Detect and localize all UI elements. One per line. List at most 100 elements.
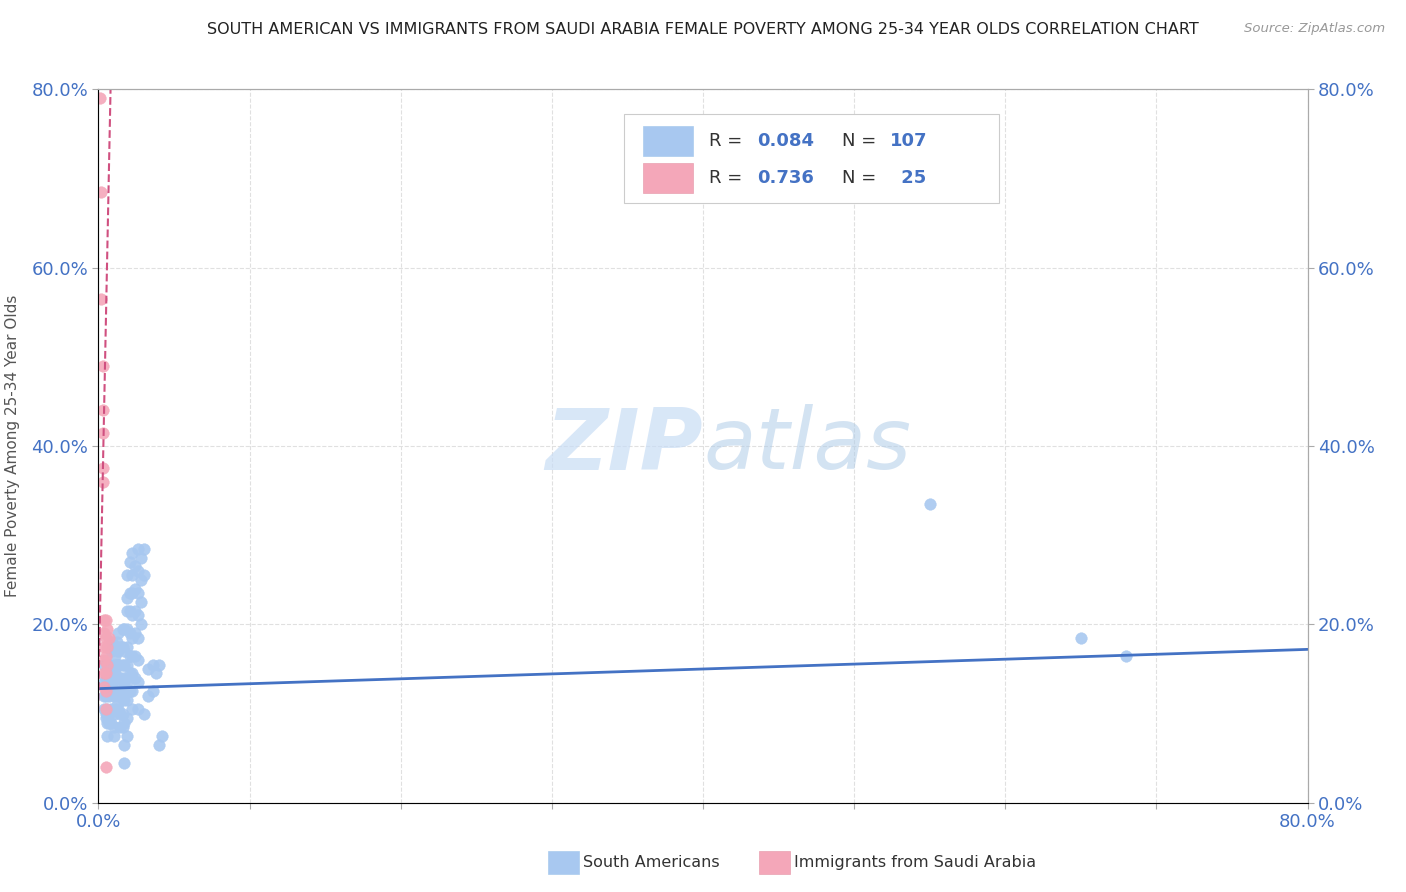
Point: [127, 675, 149, 690]
Point: [1115, 648, 1137, 663]
Point: [124, 582, 146, 596]
Point: [94, 666, 117, 681]
Point: [108, 720, 131, 734]
Point: [115, 591, 138, 605]
Point: [108, 671, 131, 685]
Point: [124, 604, 146, 618]
Point: [94, 702, 117, 716]
Point: [107, 671, 129, 685]
Point: [136, 689, 159, 703]
Point: [107, 644, 129, 658]
Text: Source: ZipAtlas.com: Source: ZipAtlas.com: [1244, 22, 1385, 36]
Point: [124, 626, 146, 640]
Point: [96, 640, 118, 654]
Point: [127, 653, 149, 667]
Text: R =: R =: [709, 132, 748, 150]
Point: [108, 657, 131, 672]
Text: 0.084: 0.084: [758, 132, 814, 150]
Point: [112, 738, 135, 752]
Y-axis label: Female Poverty Among 25-34 Year Olds: Female Poverty Among 25-34 Year Olds: [6, 295, 20, 597]
Point: [115, 604, 138, 618]
Point: [96, 729, 118, 743]
Point: [115, 640, 138, 654]
Point: [112, 715, 135, 730]
Point: [111, 657, 134, 672]
Point: [129, 595, 152, 609]
Point: [93, 640, 115, 654]
Point: [103, 671, 125, 685]
Point: [94, 684, 117, 698]
Point: [96, 657, 118, 672]
Point: [121, 568, 143, 582]
Text: ZIP: ZIP: [546, 404, 703, 488]
Point: [918, 497, 941, 511]
Point: [127, 564, 149, 578]
Point: [112, 657, 135, 672]
Point: [93, 666, 115, 681]
FancyBboxPatch shape: [643, 126, 693, 155]
Point: [105, 635, 128, 649]
Point: [111, 640, 134, 654]
Point: [120, 684, 142, 698]
Point: [107, 626, 129, 640]
Point: [127, 631, 149, 645]
Point: [121, 648, 143, 663]
Point: [107, 689, 129, 703]
Point: [107, 702, 129, 716]
Point: [105, 657, 128, 672]
Point: [93, 675, 115, 690]
Point: [142, 684, 165, 698]
Point: [93, 680, 115, 694]
Point: [132, 568, 155, 582]
Point: [98, 657, 121, 672]
Point: [121, 684, 143, 698]
Point: [104, 666, 127, 681]
Text: SOUTH AMERICAN VS IMMIGRANTS FROM SAUDI ARABIA FEMALE POVERTY AMONG 25-34 YEAR O: SOUTH AMERICAN VS IMMIGRANTS FROM SAUDI …: [207, 22, 1199, 37]
Point: [115, 622, 138, 636]
Point: [121, 631, 143, 645]
Point: [94, 706, 117, 721]
Point: [100, 702, 122, 716]
Point: [100, 644, 122, 658]
Point: [148, 657, 170, 672]
Point: [98, 715, 121, 730]
Point: [120, 586, 142, 600]
Text: 107: 107: [890, 132, 928, 150]
Point: [112, 622, 135, 636]
Point: [120, 555, 142, 569]
Point: [93, 689, 115, 703]
Point: [93, 626, 115, 640]
Point: [98, 689, 121, 703]
Point: [94, 711, 117, 725]
Point: [111, 684, 134, 698]
Point: [98, 631, 121, 645]
Point: [91, 425, 114, 440]
Point: [115, 693, 138, 707]
Point: [111, 671, 134, 685]
Point: [112, 644, 135, 658]
Text: N =: N =: [842, 132, 882, 150]
Point: [104, 702, 127, 716]
Point: [94, 648, 117, 663]
Point: [111, 622, 134, 636]
Point: [132, 541, 155, 556]
Point: [127, 608, 149, 623]
Point: [94, 671, 117, 685]
Point: [94, 760, 117, 774]
Text: R =: R =: [709, 169, 748, 186]
Text: Immigrants from Saudi Arabia: Immigrants from Saudi Arabia: [794, 855, 1036, 870]
Point: [98, 706, 121, 721]
Point: [127, 541, 149, 556]
Text: 0.736: 0.736: [758, 169, 814, 186]
FancyBboxPatch shape: [643, 162, 693, 193]
Point: [101, 680, 124, 694]
Point: [101, 662, 124, 676]
Point: [96, 702, 118, 716]
Point: [120, 666, 142, 681]
Point: [108, 684, 131, 698]
Point: [103, 657, 125, 672]
Point: [120, 626, 142, 640]
Point: [1070, 631, 1092, 645]
Point: [108, 640, 131, 654]
Point: [90, 292, 112, 306]
